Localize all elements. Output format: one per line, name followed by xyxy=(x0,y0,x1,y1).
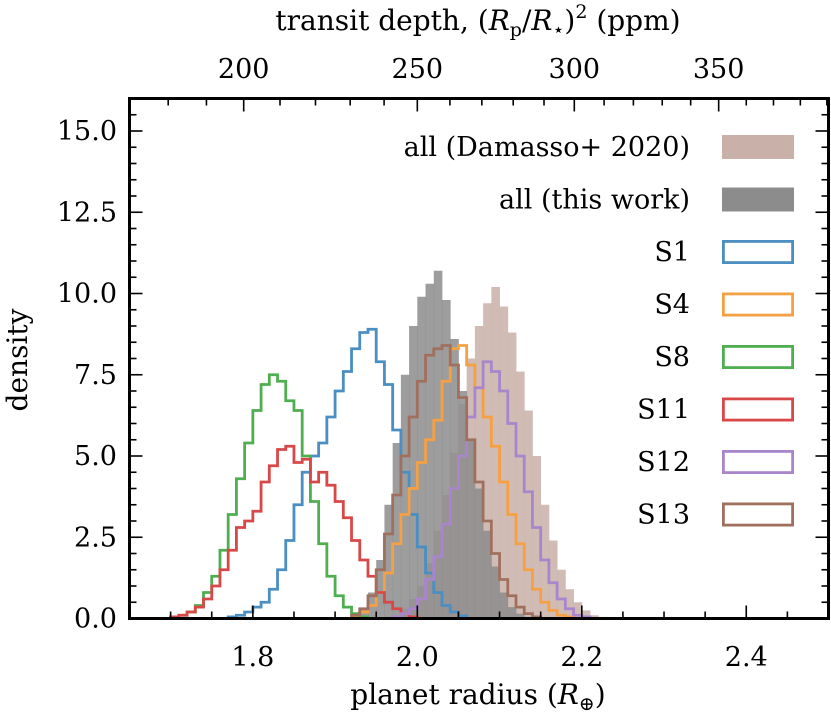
y-tick-label: 12.5 xyxy=(57,197,117,228)
y-tick-label: 7.5 xyxy=(74,360,117,391)
legend-label: S1 xyxy=(654,237,690,268)
bar xyxy=(425,283,435,619)
bar xyxy=(409,326,418,619)
y-axis-title: density xyxy=(1,308,34,411)
bar xyxy=(491,287,500,619)
legend-entry-s8: S8 xyxy=(654,342,795,373)
legend-entry-s1: S1 xyxy=(654,237,795,268)
bar xyxy=(590,615,599,619)
bar xyxy=(548,540,558,619)
bar xyxy=(466,439,476,619)
bar xyxy=(532,456,542,619)
bar xyxy=(458,391,468,619)
bar xyxy=(499,592,509,619)
bar xyxy=(573,602,583,619)
bar xyxy=(417,296,426,619)
legend-label: S13 xyxy=(637,500,690,531)
y-tick-label: 0.0 xyxy=(74,604,117,635)
bar xyxy=(557,569,566,619)
step-line xyxy=(226,327,469,619)
x-tick-label: 2.4 xyxy=(725,642,768,673)
legend-entry-all-damasso-2020: all (Damasso+ 2020) xyxy=(404,132,794,163)
legend-swatch xyxy=(722,135,794,159)
legend-swatch xyxy=(722,344,795,369)
series-s4 xyxy=(350,344,575,619)
legend-entry-s4: S4 xyxy=(654,290,795,321)
series-s1 xyxy=(226,327,469,619)
top-axis-title: transit depth, (Rp/R⋆)2 (ppm) xyxy=(275,1,680,41)
bar xyxy=(359,608,369,619)
legend-entry-s13: S13 xyxy=(637,500,795,531)
bar xyxy=(540,504,550,619)
legend: all (Damasso+ 2020) all (this work) S1 S4 S8… xyxy=(404,132,795,531)
bar xyxy=(474,488,484,619)
legend-label: S8 xyxy=(654,342,690,373)
series-s12 xyxy=(391,360,592,619)
top-tick-label: 350 xyxy=(693,54,745,85)
bar xyxy=(524,410,533,619)
bar xyxy=(516,613,525,619)
y-tick-label: 10.0 xyxy=(57,279,117,310)
legend-entry-all-this-work: all (this work) xyxy=(499,185,794,216)
legend-label: S11 xyxy=(637,395,690,426)
top-tick-label: 300 xyxy=(549,54,601,85)
bar xyxy=(474,326,484,619)
y-tick-label: 15.0 xyxy=(57,116,117,147)
bar xyxy=(491,566,500,619)
bar xyxy=(483,303,492,619)
step-line xyxy=(350,344,575,619)
bar xyxy=(507,332,517,619)
bar xyxy=(392,443,402,619)
histogram-series xyxy=(169,270,607,619)
series-s8 xyxy=(169,373,370,619)
step-line xyxy=(169,373,370,619)
legend-label: S12 xyxy=(637,447,690,478)
x-tick-label: 1.8 xyxy=(231,642,274,673)
bar xyxy=(507,607,517,619)
legend-label: all (Damasso+ 2020) xyxy=(404,132,690,163)
legend-label: all (this work) xyxy=(499,185,690,216)
y-tick-label: 2.5 xyxy=(74,522,117,553)
legend-swatch xyxy=(722,187,794,212)
bar xyxy=(581,610,591,619)
legend-swatch xyxy=(722,502,795,527)
bar xyxy=(400,374,410,619)
legend-entry-s12: S12 xyxy=(637,447,795,478)
legend-label: S4 xyxy=(654,290,690,321)
step-line xyxy=(391,360,592,619)
x-axis-title: planet radius (R⊕) xyxy=(350,678,605,715)
bar xyxy=(441,300,451,619)
legend-swatch xyxy=(722,239,795,264)
top-tick-label: 250 xyxy=(392,54,444,85)
bar xyxy=(376,560,385,619)
legend-swatch xyxy=(722,397,795,422)
plot-frame xyxy=(128,97,830,620)
legend-swatch xyxy=(722,292,795,317)
series-all-this-work xyxy=(351,270,533,619)
bar xyxy=(499,306,509,619)
bar xyxy=(483,530,492,619)
step-line xyxy=(350,344,543,619)
x-tick-label: 2.0 xyxy=(396,642,439,673)
bar xyxy=(433,270,443,619)
series-s13 xyxy=(350,344,543,619)
x-tick-label: 2.2 xyxy=(560,642,603,673)
bar xyxy=(450,339,459,619)
bar xyxy=(516,371,525,619)
bar xyxy=(384,504,394,619)
legend-entry-s11: S11 xyxy=(637,395,795,426)
bar xyxy=(565,589,574,619)
tick-labels: 1.8 2.0 2.2 2.4 0.0 2.5 5.0 7.5 10.0 12.5 15.0 200 2… xyxy=(57,54,768,673)
top-tick-label: 200 xyxy=(218,54,270,85)
y-tick-label: 5.0 xyxy=(74,441,117,472)
legend-swatch xyxy=(722,449,795,474)
